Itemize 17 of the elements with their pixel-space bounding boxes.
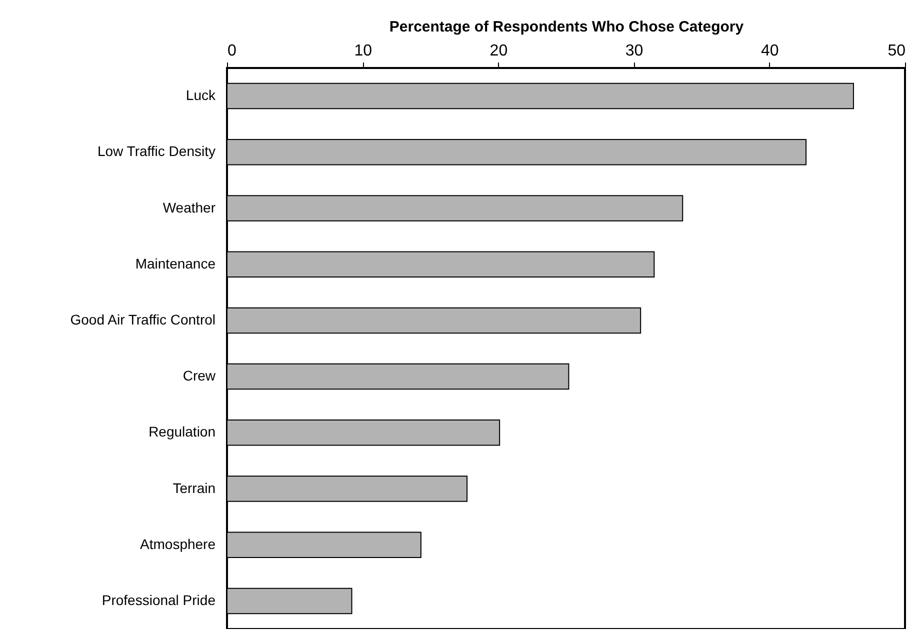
y-tick-label: Terrain xyxy=(172,480,216,496)
y-tick-label: Weather xyxy=(162,199,216,216)
y-tick-label: Good Air Traffic Control xyxy=(70,311,216,328)
y-tick-label: Luck xyxy=(186,87,216,104)
y-tick-label: Maintenance xyxy=(135,255,216,272)
x-axis-title: Percentage of Respondents Who Chose Category xyxy=(389,18,744,36)
x-tick-label: 30 xyxy=(625,42,644,60)
y-tick-label: Low Traffic Density xyxy=(97,143,216,160)
x-tick-label: 0 xyxy=(228,42,236,60)
y-tick-label: Crew xyxy=(182,368,216,384)
y-tick-label: Atmosphere xyxy=(140,536,216,552)
x-tick-label: 10 xyxy=(354,42,372,60)
y-tick-label: Professional Pride xyxy=(102,592,216,608)
y-tick-label: Regulation xyxy=(148,424,216,440)
x-tick-label: 40 xyxy=(761,42,779,60)
x-tick-label: 50 xyxy=(888,42,906,60)
x-tick-label: 20 xyxy=(490,42,508,60)
